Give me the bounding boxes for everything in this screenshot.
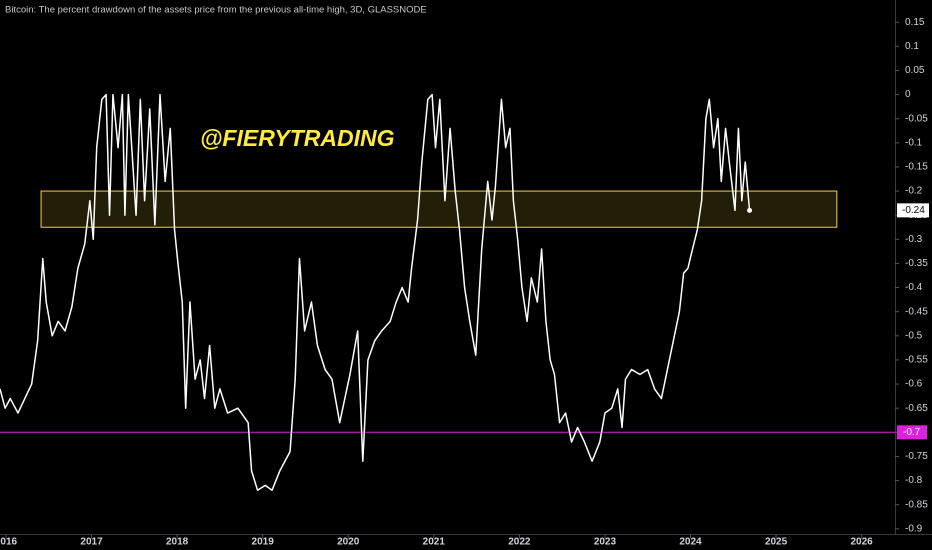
x-tick-label: 2022 bbox=[508, 537, 531, 548]
x-tick-label: 2016 bbox=[0, 537, 18, 548]
y-tick-label: -0.85 bbox=[905, 499, 928, 510]
series-line bbox=[0, 93, 751, 491]
hline-label: -0.7 bbox=[903, 427, 921, 438]
last-value-label-bg bbox=[897, 203, 929, 218]
last-point bbox=[747, 207, 753, 213]
y-tick-label: -0.8 bbox=[905, 475, 923, 486]
y-tick-label: -0.1 bbox=[905, 137, 923, 148]
x-tick-label: 2026 bbox=[851, 537, 874, 548]
y-tick-label: -0.65 bbox=[905, 403, 928, 414]
x-tick-label: 2019 bbox=[252, 537, 275, 548]
y-tick-label: 0.1 bbox=[905, 41, 919, 52]
y-tick-label: -0.6 bbox=[905, 379, 923, 390]
y-tick-label: -0.45 bbox=[905, 306, 928, 317]
x-tick-label: 2018 bbox=[166, 537, 189, 548]
y-tick-label: -0.5 bbox=[905, 330, 923, 341]
y-tick-label: -0.75 bbox=[905, 451, 928, 462]
last-value-label: -0.24 bbox=[902, 205, 925, 216]
plot-area bbox=[0, 93, 895, 491]
x-tick-label: 2020 bbox=[337, 537, 360, 548]
x-tick-label: 2021 bbox=[423, 537, 446, 548]
x-tick-label: 2023 bbox=[594, 537, 617, 548]
y-tick-label: 0.15 bbox=[905, 17, 925, 28]
y-tick-label: 0.05 bbox=[905, 65, 925, 76]
x-tick-label: 2017 bbox=[80, 537, 103, 548]
y-tick-label: -0.05 bbox=[905, 113, 928, 124]
x-tick-label: 2024 bbox=[679, 537, 702, 548]
x-tick-label: 2025 bbox=[765, 537, 788, 548]
y-tick-label: 0 bbox=[905, 89, 911, 100]
y-tick-label: -0.2 bbox=[905, 186, 923, 197]
annotation: @FIERYTRADING bbox=[200, 125, 395, 151]
y-tick-label: -0.3 bbox=[905, 234, 923, 245]
zone-box bbox=[40, 190, 838, 228]
y-tick-label: -0.4 bbox=[905, 282, 923, 293]
y-tick-label: -0.55 bbox=[905, 355, 928, 366]
y-tick-label: -0.9 bbox=[905, 523, 923, 534]
chart-title: Bitcoin: The percent drawdown of the ass… bbox=[5, 5, 427, 16]
y-tick-label: -0.15 bbox=[905, 162, 928, 173]
y-tick-label: -0.35 bbox=[905, 258, 928, 269]
hline-label-bg bbox=[897, 425, 927, 440]
